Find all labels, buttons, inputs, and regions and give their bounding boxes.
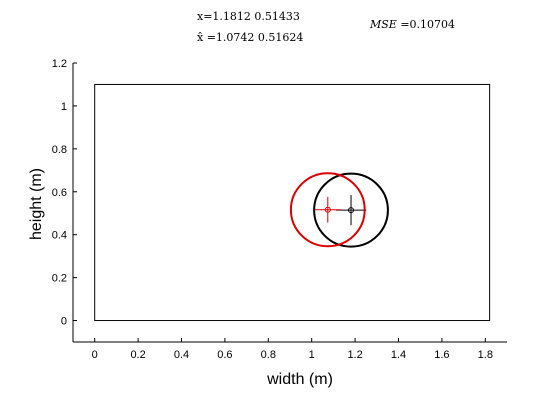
x-tick-label: 1.4 bbox=[391, 349, 406, 361]
y-tick-label: 0.2 bbox=[52, 273, 67, 285]
y-tick-label: 0.8 bbox=[52, 144, 67, 156]
series-layer bbox=[289, 172, 389, 248]
y-tick-label: 0 bbox=[61, 316, 67, 328]
y-axis-label: height (m) bbox=[28, 168, 45, 240]
y-tick-label: 1.2 bbox=[52, 58, 67, 70]
x-tick-label: 0.4 bbox=[174, 349, 189, 361]
room-layer bbox=[94, 83, 491, 322]
true-position-readout: x=1.1812 0.51433 bbox=[197, 10, 300, 23]
x-tick-label: 1 bbox=[309, 349, 315, 361]
true-circle bbox=[313, 172, 389, 248]
mse-label: MSE bbox=[370, 18, 397, 31]
mse-readout: MSE =0.10704 bbox=[370, 18, 455, 31]
x-tick-label: 1.6 bbox=[434, 349, 449, 361]
x-tick-label: 1.8 bbox=[478, 349, 493, 361]
x-axis-label: width (m) bbox=[266, 371, 333, 388]
estimate-center-point bbox=[324, 206, 331, 213]
estimate-circle bbox=[289, 172, 366, 248]
true-center-point bbox=[348, 207, 355, 214]
y-tick-label: 0.6 bbox=[52, 187, 67, 199]
room-boundary bbox=[94, 83, 491, 322]
x-tick-label: 0.2 bbox=[130, 349, 145, 361]
x-tick-label: 1.2 bbox=[347, 349, 362, 361]
axes-layer: 0 0.2 0.4 0.6 0.8 1 1.2 1.4 1.6 1.8 0 0.2 0.4 0.6 0.8 1… bbox=[52, 58, 507, 361]
mse-value: =0.10704 bbox=[396, 18, 456, 31]
estimate-position-readout: x̂ =1.0742 0.51624 bbox=[197, 31, 304, 44]
y-tick-label: 0.4 bbox=[52, 230, 67, 242]
x-tick-label: 0.6 bbox=[217, 349, 232, 361]
x-tick-label: 0.8 bbox=[261, 349, 276, 361]
y-tick-label: 1 bbox=[61, 101, 67, 113]
x-tick-label: 0 bbox=[92, 349, 98, 361]
